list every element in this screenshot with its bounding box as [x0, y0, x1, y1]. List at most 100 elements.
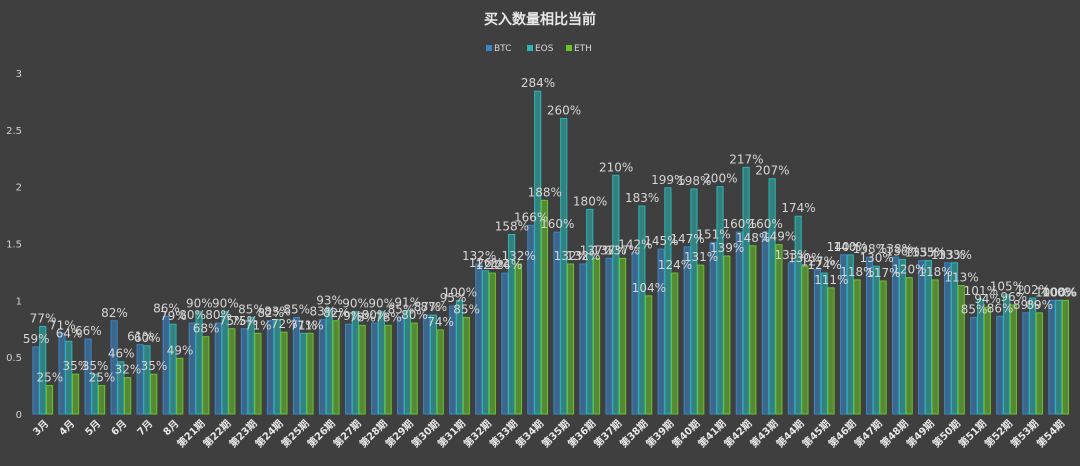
- bar-eth: [775, 244, 783, 415]
- data-label-eth: 78%: [375, 310, 402, 324]
- data-label-eos: 183%: [625, 191, 659, 205]
- bar-eth: [671, 272, 679, 415]
- bar-eth: [514, 263, 522, 415]
- bar-btc: [1048, 299, 1056, 415]
- bar-eth: [827, 287, 835, 415]
- data-label-btc: 80%: [205, 308, 232, 322]
- y-tick-label: 0: [16, 410, 22, 421]
- data-label-btc: 82%: [257, 306, 284, 320]
- data-label-eos: 126%: [469, 256, 503, 270]
- bar-btc: [449, 305, 457, 415]
- bar-btc: [553, 231, 561, 415]
- y-tick-label: 1: [16, 296, 22, 307]
- bar-eth: [905, 277, 913, 415]
- bar-eos: [221, 311, 229, 415]
- data-label-btc: 132%: [566, 249, 600, 263]
- bar-btc: [214, 322, 222, 415]
- data-label-btc: 132%: [462, 249, 496, 263]
- data-label-eth: 35%: [141, 359, 168, 373]
- x-tick-label: 第45期: [799, 417, 832, 450]
- bar-eth: [488, 272, 496, 415]
- data-label-eos: 85%: [238, 302, 265, 316]
- data-label-eos: 174%: [781, 201, 815, 215]
- bar-eos: [690, 188, 698, 415]
- data-label-eos: 90%: [342, 297, 369, 311]
- bar-eth: [1061, 299, 1070, 415]
- x-tick-label: 第51期: [956, 417, 989, 450]
- legend-swatch-btc: [486, 45, 492, 51]
- x-tick-label: 第21期: [174, 417, 207, 450]
- data-label-btc: 127%: [801, 255, 835, 269]
- bar-eos: [638, 205, 646, 415]
- bar-eos: [664, 187, 672, 415]
- data-label-btc: 82%: [101, 306, 128, 320]
- data-label-eth: 78%: [349, 310, 376, 324]
- data-label-eth: 94%: [974, 292, 1001, 306]
- bar-eth: [202, 336, 210, 415]
- bar-eth: [280, 331, 288, 415]
- bar-eos: [299, 332, 307, 415]
- legend-swatch-eos: [527, 45, 533, 51]
- bar-eos: [560, 117, 568, 415]
- x-tick-label: 第43期: [747, 417, 780, 450]
- bar-eos: [1029, 297, 1037, 415]
- data-label-btc: 79%: [336, 309, 363, 323]
- data-label-eos: 198%: [677, 174, 711, 188]
- bar-eos: [976, 298, 985, 415]
- bar-eth: [462, 316, 470, 415]
- data-label-eos: 102%: [1016, 283, 1050, 297]
- data-label-btc: 151%: [696, 227, 730, 241]
- data-label-eth: 148%: [736, 231, 770, 245]
- x-tick-label: 第25期: [278, 417, 311, 450]
- data-label-eth: 25%: [36, 371, 63, 385]
- bar-eos: [91, 373, 99, 415]
- bar-eos: [143, 345, 151, 415]
- bar-btc: [84, 338, 92, 415]
- data-label-eos: 90%: [186, 297, 213, 311]
- bar-btc: [970, 316, 978, 415]
- bar-btc: [344, 323, 353, 415]
- bar-eos: [742, 166, 750, 415]
- x-tick-label: 第28期: [357, 417, 390, 450]
- bar-eos: [950, 262, 959, 415]
- data-label-eos: 101%: [964, 284, 998, 298]
- data-label-eos: 133%: [938, 248, 972, 262]
- legend-swatch-eth: [566, 45, 572, 51]
- data-label-eos: 260%: [547, 103, 581, 117]
- data-label-eth: 68%: [193, 322, 220, 336]
- bar-eth: [1009, 304, 1017, 415]
- x-tick-label: 第42期: [721, 417, 754, 450]
- bar-btc: [240, 328, 248, 415]
- bar-eos: [273, 319, 281, 415]
- x-tick-label: 第31期: [435, 417, 468, 450]
- bar-eos: [716, 186, 724, 415]
- x-tick-label: 第46期: [826, 417, 859, 450]
- data-label-btc: 66%: [75, 324, 102, 338]
- x-tick-label: 第40期: [669, 417, 702, 450]
- bar-eos: [872, 265, 880, 415]
- bar-eos: [169, 323, 177, 415]
- bar-btc: [709, 241, 717, 415]
- data-label-eth: 35%: [63, 359, 90, 373]
- bar-eos: [39, 325, 47, 415]
- x-tick-label: 第32期: [461, 417, 494, 450]
- bar-btc: [839, 254, 848, 415]
- x-tick-label: 第23期: [226, 417, 259, 450]
- bar-eos: [768, 178, 776, 415]
- data-label-eth: 71%: [297, 318, 324, 332]
- bar-btc: [579, 263, 587, 415]
- data-label-btc: 138%: [853, 242, 887, 256]
- bar-eth: [697, 264, 705, 415]
- bar-btc: [397, 316, 405, 415]
- data-label-eos: 71%: [290, 318, 317, 332]
- bar-btc: [266, 320, 274, 415]
- data-label-eth: 85%: [453, 302, 480, 316]
- bar-eos: [481, 270, 490, 415]
- bar-btc: [683, 246, 691, 415]
- bar-eos: [534, 90, 542, 415]
- data-label-eth: 49%: [167, 343, 194, 357]
- data-label-btc: 89%: [1013, 298, 1040, 312]
- bar-btc: [787, 262, 795, 415]
- data-label-eos: 79%: [160, 309, 187, 323]
- data-label-btc: 83%: [309, 305, 336, 319]
